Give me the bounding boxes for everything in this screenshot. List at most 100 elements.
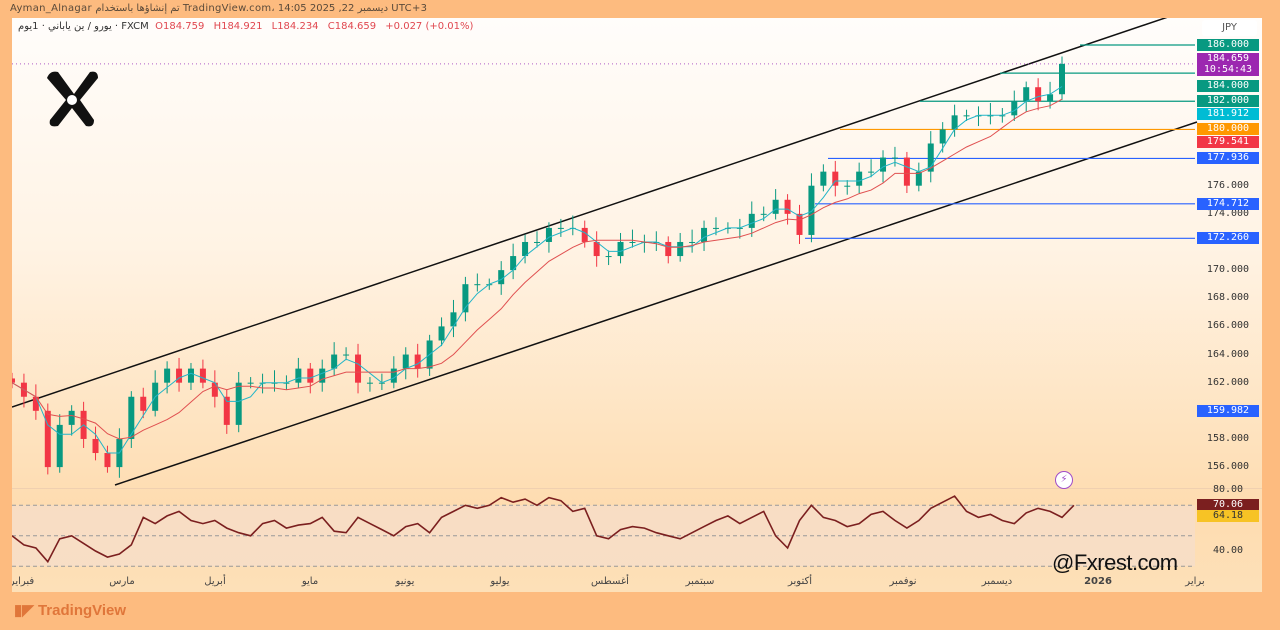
price-tick: 176.000 bbox=[1206, 179, 1250, 191]
candle-body bbox=[510, 256, 517, 271]
candle-body bbox=[880, 157, 887, 172]
candle-body bbox=[712, 227, 719, 229]
candle-body bbox=[832, 171, 839, 186]
price-tick: 156.000 bbox=[1206, 461, 1250, 473]
price-tag: 180.000 bbox=[1197, 123, 1259, 136]
candle-body bbox=[820, 171, 827, 186]
candle-body bbox=[56, 424, 63, 468]
time-label: يوليو bbox=[490, 576, 510, 587]
rsi-ma-tag: 64.18 bbox=[1197, 510, 1259, 523]
candle-body bbox=[235, 382, 242, 425]
candle-body bbox=[760, 213, 767, 215]
price-tag: 172.260 bbox=[1197, 232, 1259, 245]
candle-body bbox=[187, 368, 194, 383]
candle-body bbox=[844, 185, 851, 187]
change-value: +0.027 (+0.01%) bbox=[385, 21, 474, 32]
candle-body bbox=[605, 256, 612, 258]
candle-body bbox=[140, 396, 147, 411]
time-label: نوفمبر bbox=[889, 576, 917, 587]
candle-body bbox=[963, 115, 970, 117]
time-label: مايو bbox=[301, 576, 319, 587]
open-value: O184.759 bbox=[155, 21, 205, 32]
high-value: H184.921 bbox=[213, 21, 263, 32]
rsi-tick: 40.00 bbox=[1212, 545, 1244, 556]
brand-name: TradingView bbox=[37, 602, 127, 619]
candle-body bbox=[462, 284, 469, 313]
candle-body bbox=[772, 199, 779, 214]
candle-body bbox=[247, 382, 254, 384]
candle-body bbox=[390, 368, 397, 383]
candle-body bbox=[617, 241, 624, 257]
price-tag: 159.982 bbox=[1197, 405, 1259, 418]
candle-body bbox=[331, 354, 338, 369]
price-chart[interactable] bbox=[12, 18, 1262, 592]
candle-body bbox=[689, 241, 696, 243]
price-tick: 164.000 bbox=[1206, 348, 1250, 360]
candle-body bbox=[796, 213, 803, 235]
candle-body bbox=[581, 227, 588, 242]
currency-label[interactable]: JPY bbox=[1202, 20, 1257, 36]
ema-slow-line bbox=[12, 98, 1063, 440]
candle-body bbox=[366, 382, 373, 384]
price-tag: 184.659 bbox=[1197, 52, 1259, 65]
price-tag: 186.000 bbox=[1197, 39, 1259, 51]
candle-body bbox=[319, 368, 326, 383]
candle-body bbox=[593, 241, 600, 257]
candle-body bbox=[701, 227, 708, 242]
candle-body bbox=[975, 115, 982, 117]
candle-body bbox=[677, 241, 684, 257]
symbol-name[interactable]: يورو / ين ياباني · 1يوم · FXCM bbox=[18, 21, 149, 32]
price-tick: 158.000 bbox=[1206, 432, 1250, 444]
candle-body bbox=[987, 115, 994, 117]
price-tick: 162.000 bbox=[1206, 376, 1250, 388]
candle-body bbox=[748, 213, 755, 228]
rsi-tick: 80.00 bbox=[1212, 484, 1244, 495]
candle-body bbox=[1059, 63, 1065, 95]
price-tag: 177.936 bbox=[1197, 152, 1259, 165]
candle-body bbox=[498, 270, 505, 285]
candle-body bbox=[915, 171, 922, 186]
candle-body bbox=[176, 368, 183, 383]
candle-body bbox=[1047, 94, 1054, 102]
candle-body bbox=[32, 396, 39, 411]
chart-panel[interactable]: يورو / ين ياباني · 1يوم · FXCM O184.759 … bbox=[12, 18, 1262, 592]
candle-body bbox=[808, 185, 815, 235]
candle-body bbox=[557, 227, 564, 229]
time-label: 2026 bbox=[1084, 576, 1112, 587]
time-label: أغسطس bbox=[591, 576, 629, 587]
candle-body bbox=[927, 143, 934, 172]
lightning-icon[interactable]: ⚡ bbox=[1055, 471, 1073, 489]
candle-body bbox=[474, 284, 481, 286]
candle-body bbox=[12, 378, 15, 383]
channel-lower-line bbox=[114, 121, 1198, 486]
chart-attribution: Ayman_Alnagar تم إنشاؤها باستخدام Tradin… bbox=[10, 3, 428, 14]
candle-body bbox=[295, 368, 302, 383]
pane-separator[interactable] bbox=[12, 488, 1262, 489]
candle-body bbox=[414, 354, 421, 369]
candle-body bbox=[44, 410, 51, 468]
candle-body bbox=[736, 227, 743, 229]
price-tick: 168.000 bbox=[1206, 292, 1250, 304]
time-label: ديسمبر bbox=[981, 576, 1013, 587]
price-tag: 179.541 bbox=[1197, 136, 1259, 149]
time-label: يونيو bbox=[395, 576, 415, 587]
time-label: أكتوبر bbox=[787, 576, 813, 587]
candle-body bbox=[104, 453, 111, 468]
time-label: مارس bbox=[109, 576, 135, 587]
candle-body bbox=[665, 241, 672, 257]
candle-body bbox=[999, 115, 1006, 117]
candle-body bbox=[534, 241, 540, 243]
candle-body bbox=[343, 354, 350, 356]
time-label: أبريل bbox=[204, 576, 226, 587]
candle-body bbox=[68, 410, 75, 425]
time-label: براير bbox=[1185, 576, 1205, 587]
price-tag: 181.912 bbox=[1197, 107, 1259, 120]
candle-body bbox=[438, 326, 445, 341]
candle-body bbox=[951, 115, 958, 130]
candle-body bbox=[307, 368, 314, 383]
candle-body bbox=[1023, 87, 1030, 102]
candle-body bbox=[784, 199, 791, 214]
price-tag: 174.712 bbox=[1197, 197, 1259, 210]
candle-body bbox=[223, 396, 230, 425]
ema-fast-line bbox=[12, 86, 1063, 454]
